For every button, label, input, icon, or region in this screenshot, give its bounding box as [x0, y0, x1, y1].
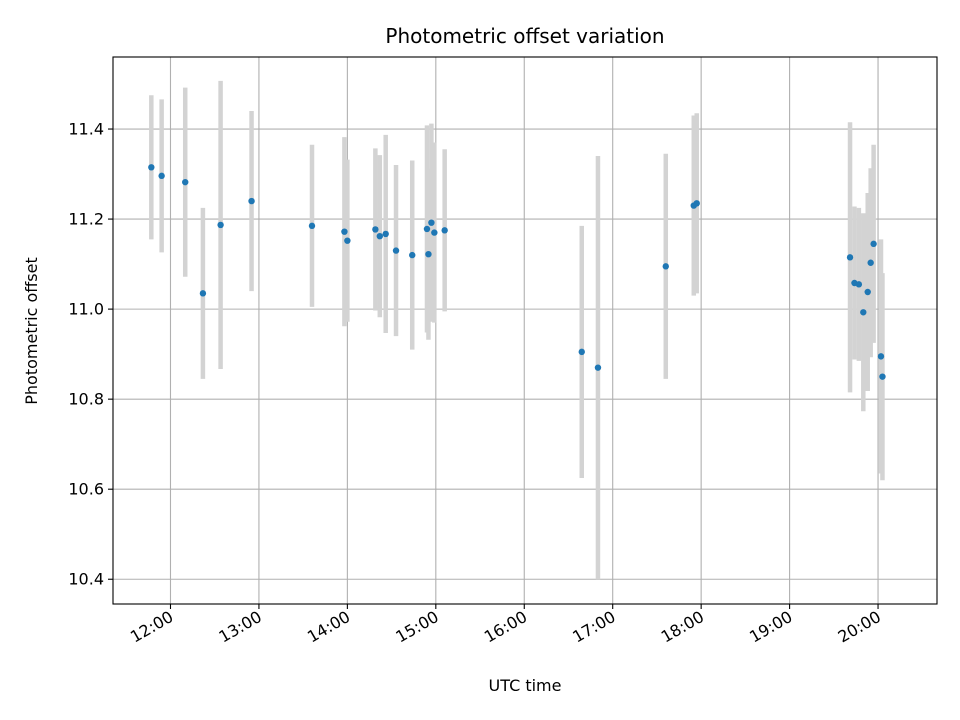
data-point: [846, 254, 854, 261]
data-point: [879, 373, 886, 380]
y-tick-label: 11.0: [68, 300, 104, 319]
data-point: [870, 240, 877, 248]
x-tick-label: 15:00: [392, 607, 441, 647]
data-point: [182, 178, 189, 186]
data-point: [382, 230, 389, 238]
data-point: [308, 222, 316, 230]
y-tick-label: 10.6: [68, 480, 104, 499]
data-point: [158, 172, 165, 180]
x-tick-label: 14:00: [304, 607, 353, 647]
data-point: [860, 309, 867, 316]
data-point: [693, 200, 700, 207]
grid-lines: [113, 57, 937, 604]
y-tick-label: 10.8: [68, 390, 104, 409]
data-point: [248, 197, 255, 205]
x-axis-label: UTC time: [489, 676, 562, 695]
data-point: [855, 281, 863, 288]
data-point: [431, 229, 438, 236]
x-tick-label: 18:00: [658, 607, 707, 647]
data-point: [409, 251, 416, 259]
data-point: [594, 364, 602, 371]
data-point: [441, 227, 448, 234]
data-point: [217, 221, 224, 229]
error-bars: [149, 80, 885, 580]
data-point: [392, 247, 400, 254]
y-axis-label: Photometric offset: [22, 257, 41, 405]
data-point: [423, 225, 431, 233]
chart-title: Photometric offset variation: [385, 24, 664, 48]
plot-frame: [112, 56, 938, 605]
axis-ticks: 12:00 13:00 14:00 15:00 16:00 17:00 18:00 19:00…: [68, 120, 884, 647]
data-point: [578, 348, 585, 356]
data-point: [425, 250, 432, 258]
data-point: [662, 263, 669, 270]
data-point: [877, 353, 885, 360]
data-point: [148, 164, 155, 171]
data-point: [867, 259, 874, 266]
x-tick-label: 17:00: [569, 607, 618, 647]
x-tick-label: 20:00: [835, 607, 884, 647]
data-point: [864, 288, 871, 296]
x-tick-label: 12:00: [127, 607, 176, 647]
data-point: [376, 232, 384, 240]
x-tick-label: 19:00: [746, 607, 795, 647]
data-points: [148, 164, 886, 380]
data-point: [199, 290, 207, 297]
data-point: [428, 219, 435, 226]
data-point: [372, 226, 379, 233]
y-tick-label: 10.4: [68, 570, 104, 589]
data-point: [344, 237, 351, 244]
x-tick-label: 13:00: [216, 607, 265, 647]
y-tick-label: 11.2: [68, 210, 104, 229]
y-tick-label: 11.4: [68, 120, 104, 139]
x-tick-label: 16:00: [481, 607, 530, 647]
data-point: [341, 228, 348, 235]
